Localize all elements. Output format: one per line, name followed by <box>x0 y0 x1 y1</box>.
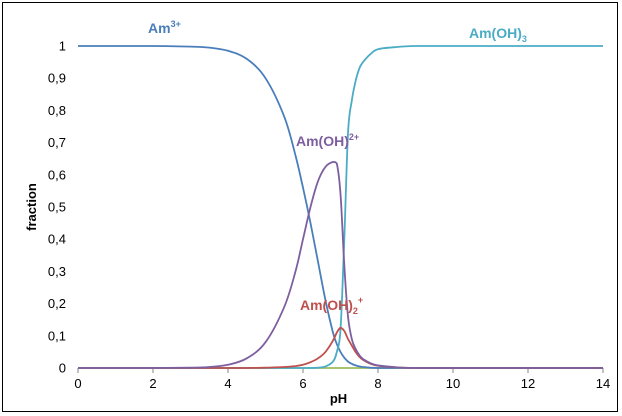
axes: 0 2 4 6 8 10 12 14 0 0,1 0,2 0,3 0,4 0,5 0,6 0,7 0,8 0,9 1 <box>48 39 610 392</box>
x-tick-label: 0 <box>74 376 81 391</box>
series-label-1: Am(OH)2+ <box>296 132 359 149</box>
x-tick-label: 10 <box>446 376 460 391</box>
y-tick-label: 0,7 <box>48 135 66 150</box>
y-tick-label: 0,2 <box>48 296 66 311</box>
y-tick-label: 0 <box>59 361 66 376</box>
x-tick-label: 4 <box>224 376 231 391</box>
y-tick-label: 0,4 <box>48 232 66 247</box>
series-label-2: Am(OH)2+ <box>300 295 363 316</box>
series-labels: Am3+ Am(OH)2+ Am(OH)2+ Am(OH)3 <box>148 19 527 316</box>
x-axis-title: pH <box>330 391 347 406</box>
y-tick-label: 0,3 <box>48 264 66 279</box>
x-tick-label: 8 <box>374 376 381 391</box>
series-label-3: Am(OH)3 <box>469 25 527 44</box>
series-line-1 <box>78 161 603 369</box>
series-lines <box>78 45 603 369</box>
y-tick-label: 0,5 <box>48 200 66 215</box>
y-axis-title: fraction <box>24 183 39 231</box>
x-tick-label: 12 <box>521 376 535 391</box>
y-tick-label: 0,1 <box>48 328 66 343</box>
x-tick-label: 14 <box>596 376 610 391</box>
y-tick-label: 0,6 <box>48 167 66 182</box>
y-tick-label: 0,9 <box>48 71 66 86</box>
y-tick-label: 1 <box>59 39 66 54</box>
x-tick-label: 2 <box>149 376 156 391</box>
x-tick-label: 6 <box>299 376 306 391</box>
series-label-0: Am3+ <box>148 19 181 36</box>
y-tick-label: 0,8 <box>48 103 66 118</box>
